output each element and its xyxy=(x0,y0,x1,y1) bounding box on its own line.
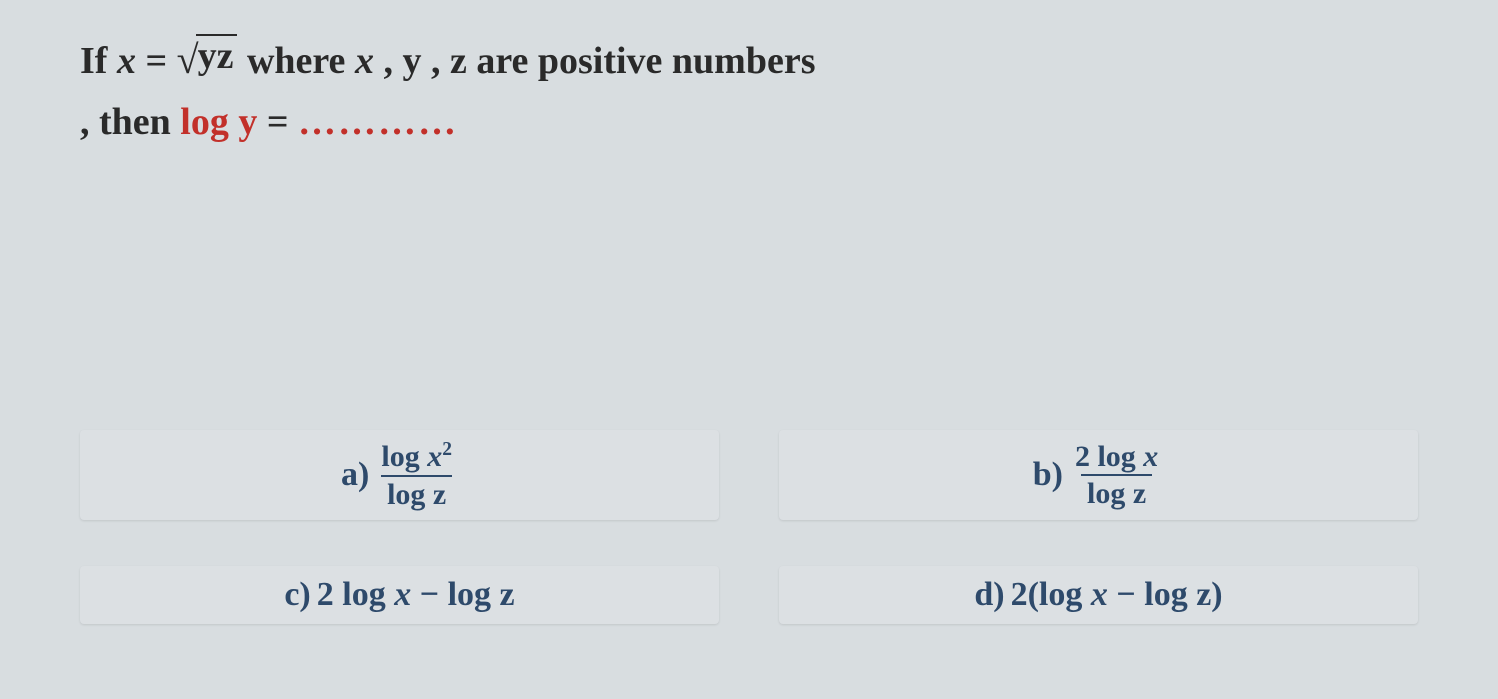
opt-a-num-log: log xyxy=(381,440,427,473)
option-b[interactable]: b) 2 log x log z xyxy=(779,430,1418,520)
q-blank-dots: ………… xyxy=(298,101,458,143)
opt-d-v2: z xyxy=(1196,576,1211,613)
opt-a-num-sup: 2 xyxy=(442,439,452,460)
q-var-z: z xyxy=(450,40,467,82)
q-x: x xyxy=(117,40,136,82)
opt-a-den: log z xyxy=(381,475,452,511)
opt-d-t1: 2(log xyxy=(1011,576,1091,613)
option-c-label: c) xyxy=(284,576,310,614)
option-d-label: d) xyxy=(974,576,1004,614)
answers-grid: a) log x2 log z b) 2 log x log z c) 2 lo… xyxy=(80,430,1418,624)
q-eq2: = xyxy=(257,101,298,143)
q-logy: log y xyxy=(180,101,257,143)
opt-d-v1: x xyxy=(1091,576,1108,613)
opt-a-den-var: z xyxy=(433,478,446,511)
option-a-fraction: log x2 log z xyxy=(375,440,458,510)
option-b-fraction: 2 log x log z xyxy=(1069,441,1164,510)
opt-a-den-log: log xyxy=(387,478,433,511)
opt-c-v1: x xyxy=(394,576,411,613)
question-block: If x = √yz where x , y , z are positive … xyxy=(0,0,1498,173)
option-d[interactable]: d) 2(log x − log z) xyxy=(779,566,1418,624)
q-sep2: , xyxy=(421,40,450,82)
opt-a-num: log x2 xyxy=(375,440,458,475)
opt-c-t1: 2 log xyxy=(317,576,394,613)
opt-d-t2: − log xyxy=(1108,576,1196,613)
sqrt-arg: yz xyxy=(196,34,238,78)
option-c-content: c) 2 log x − log z xyxy=(284,576,514,614)
opt-b-den-log: log xyxy=(1087,477,1133,510)
opt-d-t3: ) xyxy=(1211,576,1222,613)
q-sep1: , xyxy=(374,40,403,82)
option-d-content: d) 2(log x − log z) xyxy=(974,576,1222,614)
sqrt-expr: √yz xyxy=(177,28,238,92)
q-where: where xyxy=(237,40,355,82)
opt-b-den: log z xyxy=(1081,474,1152,510)
q-var-y: y xyxy=(402,40,421,82)
opt-b-den-var: z xyxy=(1133,477,1146,510)
option-c-body: 2 log x − log z xyxy=(317,576,515,614)
option-a-label: a) xyxy=(341,456,369,494)
option-c[interactable]: c) 2 log x − log z xyxy=(80,566,719,624)
q-comma-then: , then xyxy=(80,101,180,143)
q-line2: , then log y = ………… xyxy=(80,101,458,143)
opt-b-num: 2 log x xyxy=(1069,441,1164,475)
option-d-body: 2(log x − log z) xyxy=(1011,576,1223,614)
opt-a-num-var: x xyxy=(427,440,442,473)
opt-c-t2: − log xyxy=(411,576,499,613)
question-text: If x = √yz where x , y , z are positive … xyxy=(80,28,1418,153)
opt-c-v2: z xyxy=(500,576,515,613)
q-if: If xyxy=(80,40,117,82)
option-b-content: b) 2 log x log z xyxy=(1033,441,1165,510)
q-eq: = xyxy=(136,40,177,82)
q-line1: If x = √yz where x , y , z are positive … xyxy=(80,40,816,82)
opt-b-num-pre: 2 log xyxy=(1075,440,1143,473)
option-b-label: b) xyxy=(1033,456,1063,494)
opt-b-num-var: x xyxy=(1143,440,1158,473)
option-a-content: a) log x2 log z xyxy=(341,440,458,510)
q-var-x: x xyxy=(355,40,374,82)
q-suffix: are positive numbers xyxy=(467,40,816,82)
option-a[interactable]: a) log x2 log z xyxy=(80,430,719,520)
